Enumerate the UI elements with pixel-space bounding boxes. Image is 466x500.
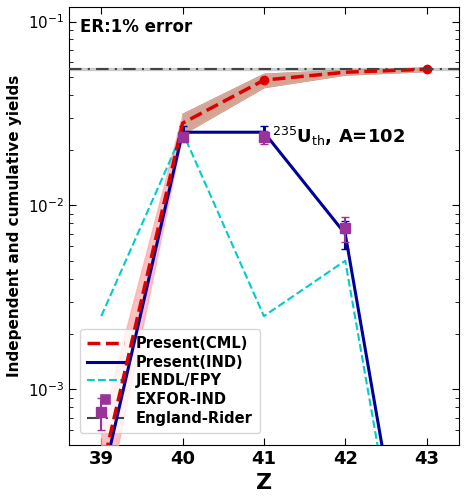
X-axis label: Z: Z <box>256 473 272 493</box>
Legend: Present(CML), Present(IND), JENDL/FPY, EXFOR-IND, England-Rider: Present(CML), Present(IND), JENDL/FPY, E… <box>80 329 260 433</box>
Y-axis label: Independent and cumulative yields: Independent and cumulative yields <box>7 74 22 377</box>
Bar <box>69 68 459 70</box>
Text: $^{235}$U$_{\rm th}$, A=102: $^{235}$U$_{\rm th}$, A=102 <box>272 125 404 148</box>
Text: ER:1% error: ER:1% error <box>81 18 193 36</box>
